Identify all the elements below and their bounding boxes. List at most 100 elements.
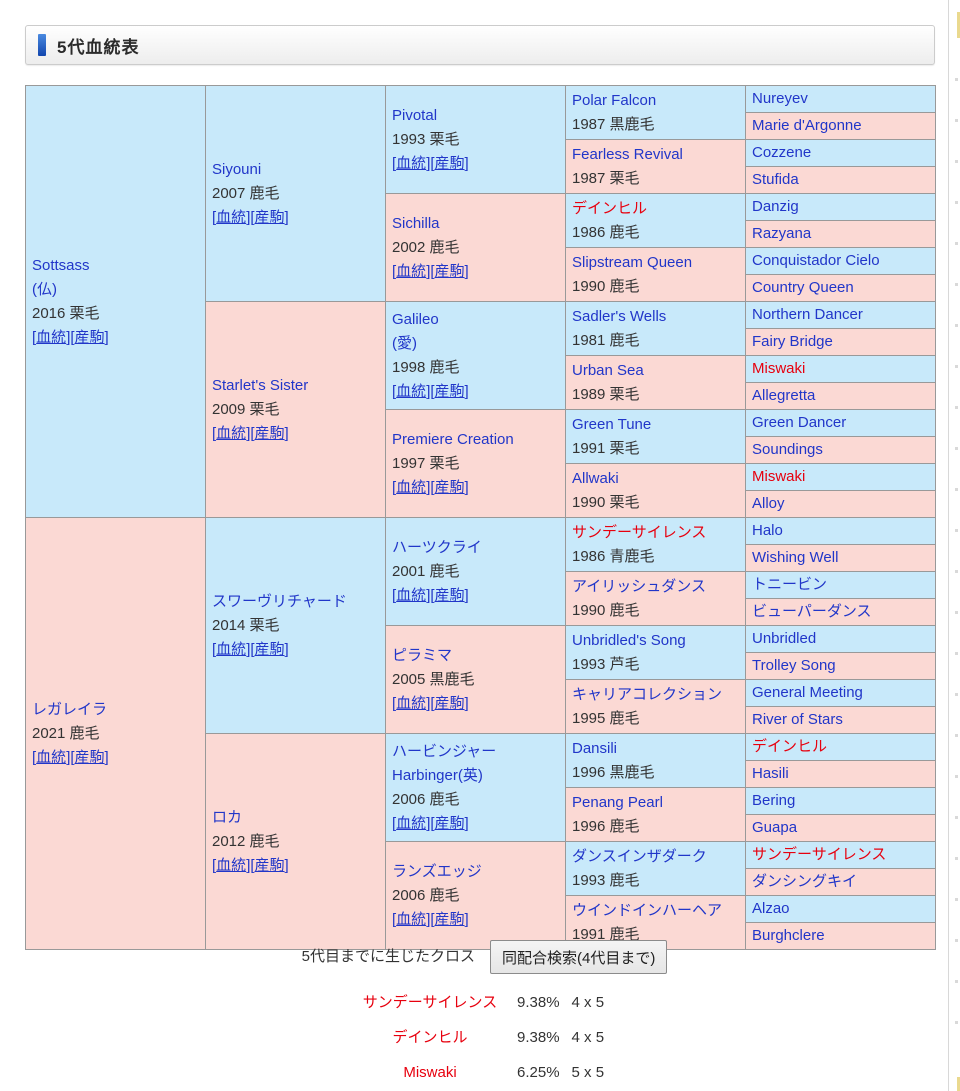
horse-name-link[interactable]: ランズエッジ (392, 862, 482, 880)
horse-name-link[interactable]: Burghclere (752, 927, 825, 944)
offspring-link[interactable]: 産駒 (434, 694, 465, 712)
horse-name-link[interactable]: Fairy Bridge (752, 333, 833, 350)
offspring-link[interactable]: 産駒 (254, 856, 285, 874)
blood-link[interactable]: 血統 (396, 814, 427, 832)
horse-name-link[interactable]: アイリッシュダンス (572, 577, 706, 595)
horse-name-link[interactable]: Penang Pearl (572, 793, 663, 811)
offspring-link[interactable]: 産駒 (254, 640, 285, 658)
offspring-link[interactable]: 産駒 (254, 424, 285, 442)
blood-link[interactable]: 血統 (36, 748, 67, 766)
horse-name-link[interactable]: Fearless Revival (572, 145, 683, 163)
horse-name-link[interactable]: Nureyev (752, 90, 808, 107)
horse-name-link[interactable]: Sottsass (32, 256, 90, 274)
blood-link[interactable]: 血統 (396, 910, 427, 928)
horse-name-link[interactable]: Urban Sea (572, 361, 644, 379)
blood-link[interactable]: 血統 (396, 262, 427, 280)
offspring-link[interactable]: 産駒 (74, 748, 105, 766)
horse-name-link[interactable]: ダンスインザダーク (572, 847, 707, 865)
horse-name-link[interactable]: Alzao (752, 900, 790, 917)
blood-link[interactable]: 血統 (396, 586, 427, 604)
horse-name-link[interactable]: ロカ (212, 808, 243, 826)
horse-name-link[interactable]: Halo (752, 522, 783, 539)
horse-name-link[interactable]: Country Queen (752, 279, 854, 296)
horse-name-link[interactable]: Marie d'Argonne (752, 117, 862, 134)
horse-name-link[interactable]: Trolley Song (752, 657, 836, 674)
horse-name-link[interactable]: Razyana (752, 225, 812, 242)
horse-name-link[interactable]: ダンシングキイ (752, 873, 858, 890)
horse-name-link[interactable]: Soundings (752, 441, 823, 458)
horse-name-link[interactable]: トニービン (752, 576, 828, 593)
horse-name-link[interactable]: Green Tune (572, 415, 652, 433)
horse-name-link[interactable]: ビューパーダンス (752, 603, 872, 620)
cross-horse-name[interactable]: Miswaki (403, 1064, 457, 1081)
horse-name-link[interactable]: Green Dancer (752, 414, 847, 431)
offspring-link[interactable]: 産駒 (74, 328, 105, 346)
blood-link[interactable]: 血統 (396, 478, 427, 496)
horse-name-link[interactable]: Conquistador Cielo (752, 252, 880, 269)
horse-name-link[interactable]: Stufida (752, 171, 799, 188)
blood-link[interactable]: 血統 (216, 424, 247, 442)
horse-name-link[interactable]: Sichilla (392, 214, 440, 232)
blood-link[interactable]: 血統 (396, 694, 427, 712)
horse-name-link[interactable]: Pivotal (392, 106, 438, 124)
horse-name-link[interactable]: Galileo (392, 310, 439, 328)
horse-name-link[interactable]: レガレイラ (32, 700, 108, 718)
offspring-link[interactable]: 産駒 (254, 208, 285, 226)
offspring-link[interactable]: 産駒 (434, 154, 465, 172)
horse-name-link[interactable]: Unbridled (752, 630, 817, 647)
horse-name-link[interactable]: Harbinger(英) (392, 766, 483, 784)
offspring-link[interactable]: 産駒 (434, 814, 465, 832)
horse-name-link[interactable]: ピラミマ (392, 646, 453, 664)
horse-name-link[interactable]: Dansili (572, 739, 618, 757)
horse-name-link[interactable]: River of Stars (752, 711, 843, 728)
blood-link[interactable]: 血統 (216, 856, 247, 874)
horse-name-link[interactable]: (仏) (32, 280, 57, 298)
cross-horse-name[interactable]: サンデーサイレンス (362, 994, 498, 1011)
blood-link[interactable]: 血統 (216, 640, 247, 658)
blood-link[interactable]: 血統 (36, 328, 67, 346)
horse-name-link[interactable]: Polar Falcon (572, 91, 657, 109)
same-mating-search-button[interactable]: 同配合検索(4代目まで) (490, 940, 668, 974)
offspring-link[interactable]: 産駒 (434, 910, 465, 928)
horse-name-link[interactable]: Allegretta (752, 387, 816, 404)
cross-horse-name[interactable]: デインヒル (392, 1029, 468, 1046)
horse-name-link[interactable]: Danzig (752, 198, 799, 215)
horse-name-link[interactable]: ウインドインハーヘア (572, 901, 723, 919)
horse-name-link[interactable]: キャリアコレクション (572, 685, 723, 703)
horse-name-link[interactable]: Sadler's Wells (572, 307, 667, 325)
horse-name-link[interactable]: General Meeting (752, 684, 863, 701)
horse-name-link[interactable]: Slipstream Queen (572, 253, 693, 271)
horse-name-link[interactable]: デインヒル (752, 738, 828, 755)
horse-name-link[interactable]: Cozzene (752, 144, 812, 161)
blood-link[interactable]: 血統 (396, 382, 427, 400)
horse-name-link[interactable]: サンデーサイレンス (572, 523, 707, 541)
horse-name-link[interactable]: Miswaki (752, 360, 806, 377)
horse-name-link[interactable]: Hasili (752, 765, 789, 782)
horse-name-link[interactable]: Miswaki (752, 468, 806, 485)
horse-name-link[interactable]: デインヒル (572, 199, 648, 217)
offspring-link[interactable]: 産駒 (434, 382, 465, 400)
horse-name-link[interactable]: Allwaki (572, 469, 619, 487)
horse-name-link[interactable]: Guapa (752, 819, 798, 836)
offspring-link[interactable]: 産駒 (434, 478, 465, 496)
horse-name-link[interactable]: Northern Dancer (752, 306, 863, 323)
horse-name-link[interactable]: Premiere Creation (392, 430, 514, 448)
horse-name-link[interactable]: Starlet's Sister (212, 376, 309, 394)
blood-link[interactable]: 血統 (396, 154, 427, 172)
offspring-link[interactable]: 産駒 (434, 262, 465, 280)
offspring-link[interactable]: 産駒 (434, 586, 465, 604)
horse-name-link[interactable]: Alloy (752, 495, 785, 512)
horse-name-link[interactable]: (愛) (392, 334, 417, 352)
bracket: ] (66, 748, 71, 766)
horse-name-link[interactable]: スワーヴリチャード (212, 592, 347, 610)
horse-name-link[interactable]: ハーツクライ (392, 538, 482, 556)
pedigree-cell-gen5-1: Marie d'Argonne (745, 112, 936, 140)
horse-name-link[interactable]: Bering (752, 792, 796, 809)
horse-name-link[interactable]: Wishing Well (752, 549, 839, 566)
horse-name-link[interactable]: ハービンジャー (392, 742, 497, 760)
scrollbar[interactable] (948, 0, 960, 1091)
horse-name-link[interactable]: Siyouni (212, 160, 262, 178)
blood-link[interactable]: 血統 (216, 208, 247, 226)
horse-name-link[interactable]: Unbridled's Song (572, 631, 686, 649)
horse-name-link[interactable]: サンデーサイレンス (752, 846, 887, 863)
